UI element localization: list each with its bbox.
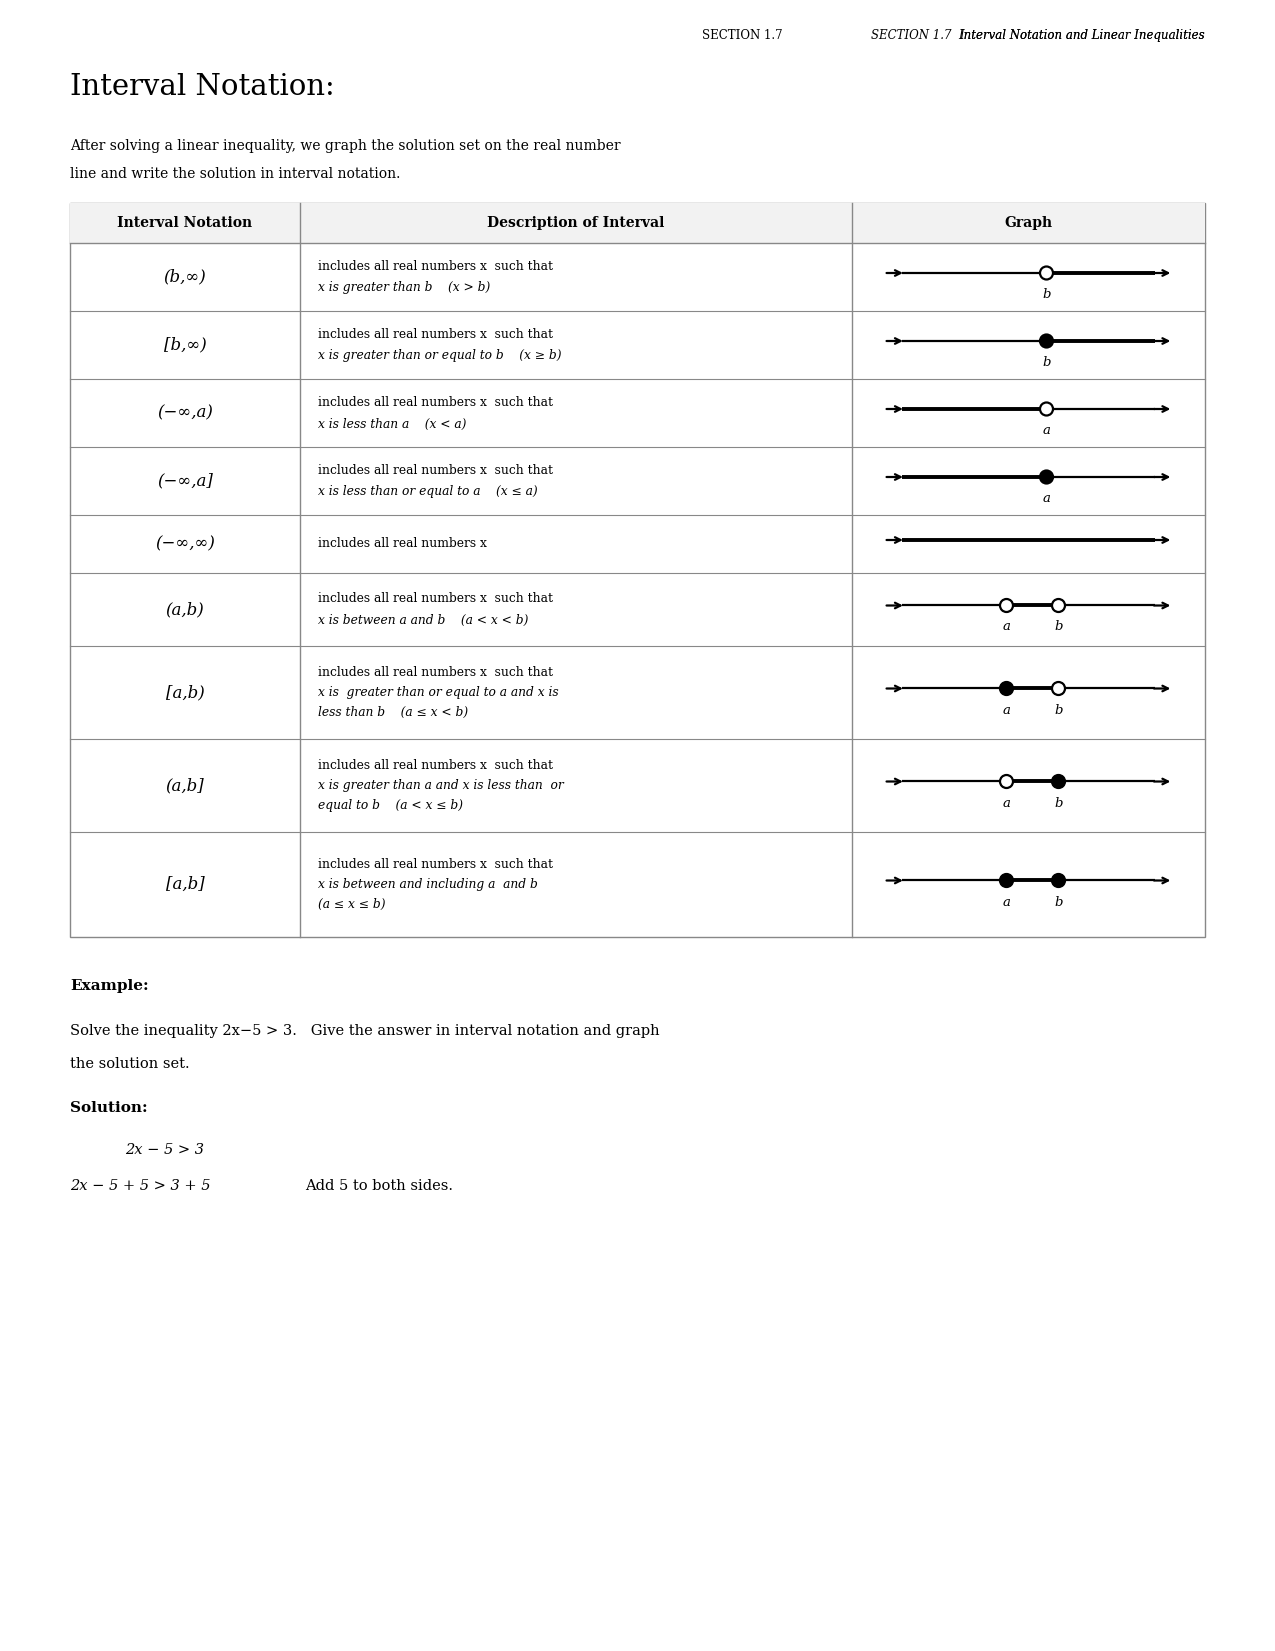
Text: Interval Notation: Interval Notation [117,216,252,229]
Circle shape [1000,873,1014,887]
Text: (a,b): (a,b) [166,601,204,617]
Text: b: b [1054,895,1063,908]
Text: a: a [1043,424,1051,438]
Text: (−∞,a]: (−∞,a] [157,472,213,489]
Bar [70,203,1205,243]
Text: a: a [1002,621,1010,634]
Text: SECTION 1.7: SECTION 1.7 [1117,30,1205,41]
Circle shape [1040,471,1053,484]
Text: (a ≤ x ≤ b): (a ≤ x ≤ b) [317,898,385,911]
Bar [70,203,1205,938]
Circle shape [1052,774,1065,788]
Text: x is greater than b    (x > b): x is greater than b (x > b) [317,282,491,294]
Circle shape [1052,682,1065,695]
Text: x is between a and b    (a < x < b): x is between a and b (a < x < b) [317,614,528,627]
Text: x is less than a    (x < a): x is less than a (x < a) [317,418,467,431]
Circle shape [1052,599,1065,613]
Text: Description of Interval: Description of Interval [487,216,664,229]
Text: includes all real numbers x  such that: includes all real numbers x such that [317,759,553,773]
Text: x is less than or equal to a    (x ≤ a): x is less than or equal to a (x ≤ a) [317,485,538,499]
Text: x is between and including a  and b: x is between and including a and b [317,878,538,892]
Text: b: b [1042,357,1051,370]
Text: Interval Notation and Linear Inequalities: Interval Notation and Linear Inequalitie… [959,30,1205,41]
Text: x is greater than a and x is less than  or: x is greater than a and x is less than o… [317,779,564,792]
Text: includes all real numbers x  such that: includes all real numbers x such that [317,665,553,679]
Text: 2x − 5 > 3: 2x − 5 > 3 [125,1142,204,1157]
Text: Solve the inequality 2x−5 > 3.   Give the answer in interval notation and graph: Solve the inequality 2x−5 > 3. Give the … [70,1024,659,1038]
Text: Add 5 to both sides.: Add 5 to both sides. [305,1179,453,1194]
Text: [a,b): [a,b) [166,684,204,702]
Text: b: b [1042,287,1051,300]
Text: [a,b]: [a,b] [166,877,204,893]
Circle shape [1000,682,1014,695]
Text: Example:: Example: [70,979,149,992]
Text: b: b [1054,703,1063,717]
Text: the solution set.: the solution set. [70,1057,190,1071]
Text: Solution:: Solution: [70,1101,148,1114]
Text: (−∞,a): (−∞,a) [157,404,213,421]
Text: includes all real numbers x  such that: includes all real numbers x such that [317,259,553,272]
Text: includes all real numbers x  such that: includes all real numbers x such that [317,327,553,340]
Circle shape [1040,266,1053,279]
Text: Graph: Graph [1005,216,1053,229]
Circle shape [1000,774,1014,788]
Text: b: b [1054,621,1063,634]
Text: b: b [1054,796,1063,809]
Text: includes all real numbers x  such that: includes all real numbers x such that [317,859,553,872]
Text: (b,∞): (b,∞) [163,269,207,286]
Text: [b,∞): [b,∞) [163,337,207,353]
Circle shape [1040,335,1053,347]
Text: a: a [1002,703,1010,717]
Text: (−∞,∞): (−∞,∞) [156,535,215,553]
Text: SECTION 1.7: SECTION 1.7 [703,30,783,41]
Text: x is  greater than or equal to a and x is: x is greater than or equal to a and x is [317,687,558,698]
Text: includes all real numbers x  such that: includes all real numbers x such that [317,593,553,604]
Text: less than b    (a ≤ x < b): less than b (a ≤ x < b) [317,707,468,718]
Text: (a,b]: (a,b] [166,778,204,794]
Text: Interval Notation:: Interval Notation: [70,73,335,101]
Text: includes all real numbers x  such that: includes all real numbers x such that [317,464,553,477]
Circle shape [1040,403,1053,416]
Circle shape [1052,873,1065,887]
Text: a: a [1002,796,1010,809]
Text: equal to b    (a < x ≤ b): equal to b (a < x ≤ b) [317,799,463,812]
Text: includes all real numbers x: includes all real numbers x [317,538,487,550]
Text: a: a [1043,492,1051,505]
Text: includes all real numbers x  such that: includes all real numbers x such that [317,396,553,408]
Text: SECTION 1.7  Interval Notation and Linear Inequalities: SECTION 1.7 Interval Notation and Linear… [871,30,1205,41]
Circle shape [1000,599,1014,613]
Text: x is greater than or equal to b    (x ≥ b): x is greater than or equal to b (x ≥ b) [317,350,561,363]
Text: After solving a linear inequality, we graph the solution set on the real number: After solving a linear inequality, we gr… [70,139,621,154]
Text: a: a [1002,895,1010,908]
Text: line and write the solution in interval notation.: line and write the solution in interval … [70,167,400,182]
Text: 2x − 5 + 5 > 3 + 5: 2x − 5 + 5 > 3 + 5 [70,1179,210,1194]
